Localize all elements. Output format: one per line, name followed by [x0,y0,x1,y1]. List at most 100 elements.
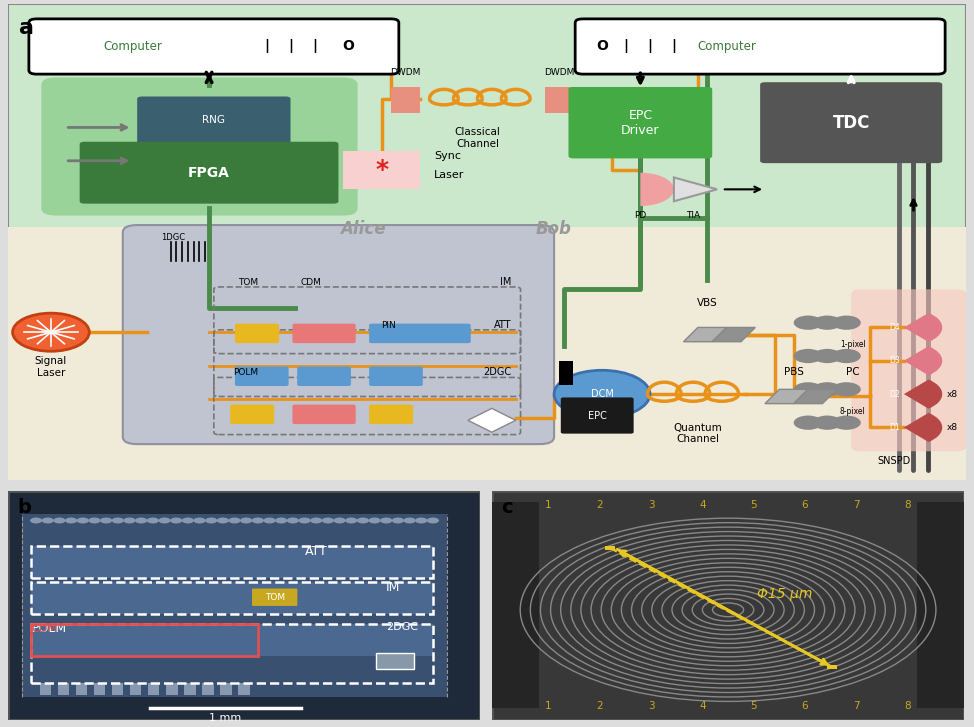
Text: Laser: Laser [434,170,465,180]
FancyBboxPatch shape [22,513,447,696]
Text: 1: 1 [545,500,552,510]
Wedge shape [904,379,942,409]
FancyBboxPatch shape [492,491,964,720]
Circle shape [813,349,842,364]
Text: DWDM: DWDM [543,68,574,78]
Text: 2DGC: 2DGC [386,622,418,632]
Text: PIN: PIN [382,321,396,330]
FancyBboxPatch shape [369,324,470,343]
Circle shape [65,518,77,523]
FancyBboxPatch shape [292,405,356,424]
FancyBboxPatch shape [31,546,433,578]
Text: |: | [312,39,317,54]
Text: CDM: CDM [300,278,321,287]
Circle shape [298,518,311,523]
Text: 7: 7 [853,500,860,510]
FancyBboxPatch shape [235,366,288,386]
FancyBboxPatch shape [918,502,964,708]
FancyBboxPatch shape [184,683,196,694]
FancyBboxPatch shape [851,289,966,451]
Text: Alice: Alice [340,220,385,238]
Circle shape [794,416,822,430]
Text: |: | [623,39,628,54]
Text: CDM: CDM [31,624,57,633]
Text: ATT: ATT [306,545,328,558]
Text: D3: D3 [889,356,900,365]
Wedge shape [904,346,942,375]
Circle shape [832,316,861,330]
Circle shape [147,518,159,523]
Polygon shape [605,546,615,550]
FancyBboxPatch shape [57,683,69,694]
Circle shape [813,416,842,430]
FancyBboxPatch shape [31,624,433,656]
Circle shape [100,518,112,523]
Circle shape [170,518,182,523]
Circle shape [832,382,861,396]
Circle shape [54,518,65,523]
Circle shape [159,518,170,523]
Text: 1: 1 [545,701,552,710]
Text: x8: x8 [947,423,958,432]
Circle shape [356,518,369,523]
Text: DWDM: DWDM [391,68,421,78]
Circle shape [217,518,229,523]
Text: 8: 8 [904,500,911,510]
Text: POLM: POLM [31,622,66,635]
Text: Computer: Computer [103,40,163,53]
Wedge shape [640,173,674,206]
Text: Quantum
Channel: Quantum Channel [673,422,723,444]
Text: 2DGC: 2DGC [483,367,511,377]
FancyBboxPatch shape [252,589,297,606]
FancyBboxPatch shape [80,142,338,204]
Polygon shape [468,409,516,432]
Text: IM: IM [386,581,400,594]
Polygon shape [765,390,808,403]
Circle shape [813,382,842,396]
Circle shape [182,518,194,523]
Text: 6: 6 [802,500,808,510]
FancyBboxPatch shape [220,683,232,694]
Text: |: | [288,39,293,54]
FancyBboxPatch shape [41,78,357,215]
Text: TOM: TOM [265,593,284,602]
FancyBboxPatch shape [8,4,966,480]
Text: *: * [375,158,388,182]
Text: 1DGC: 1DGC [161,233,185,241]
Circle shape [403,518,416,523]
Text: Φ15 μm: Φ15 μm [757,587,812,601]
FancyBboxPatch shape [576,19,945,74]
Text: EPC: EPC [587,411,607,420]
Text: VBS: VBS [697,298,718,308]
Circle shape [240,518,252,523]
Text: 2: 2 [596,500,603,510]
Circle shape [333,518,346,523]
Circle shape [392,518,404,523]
Circle shape [813,316,842,330]
FancyBboxPatch shape [123,225,554,444]
Text: 5: 5 [750,500,757,510]
Text: c: c [502,497,513,517]
FancyBboxPatch shape [544,87,574,113]
Circle shape [794,349,822,364]
Circle shape [251,518,264,523]
Text: PD: PD [634,211,647,220]
Text: D4: D4 [889,323,900,332]
FancyBboxPatch shape [369,405,413,424]
FancyBboxPatch shape [297,366,351,386]
Circle shape [415,518,428,523]
Text: PBS: PBS [784,367,804,377]
FancyBboxPatch shape [561,398,634,433]
Circle shape [30,518,42,523]
FancyBboxPatch shape [40,683,52,694]
Polygon shape [794,390,837,403]
Circle shape [13,313,90,351]
Text: SNSPD: SNSPD [878,456,911,465]
Text: 4: 4 [699,500,706,510]
Text: TIA: TIA [686,211,700,220]
Text: Computer: Computer [697,40,757,53]
Circle shape [345,518,357,523]
Circle shape [554,370,650,418]
Circle shape [194,518,206,523]
FancyBboxPatch shape [137,97,290,144]
